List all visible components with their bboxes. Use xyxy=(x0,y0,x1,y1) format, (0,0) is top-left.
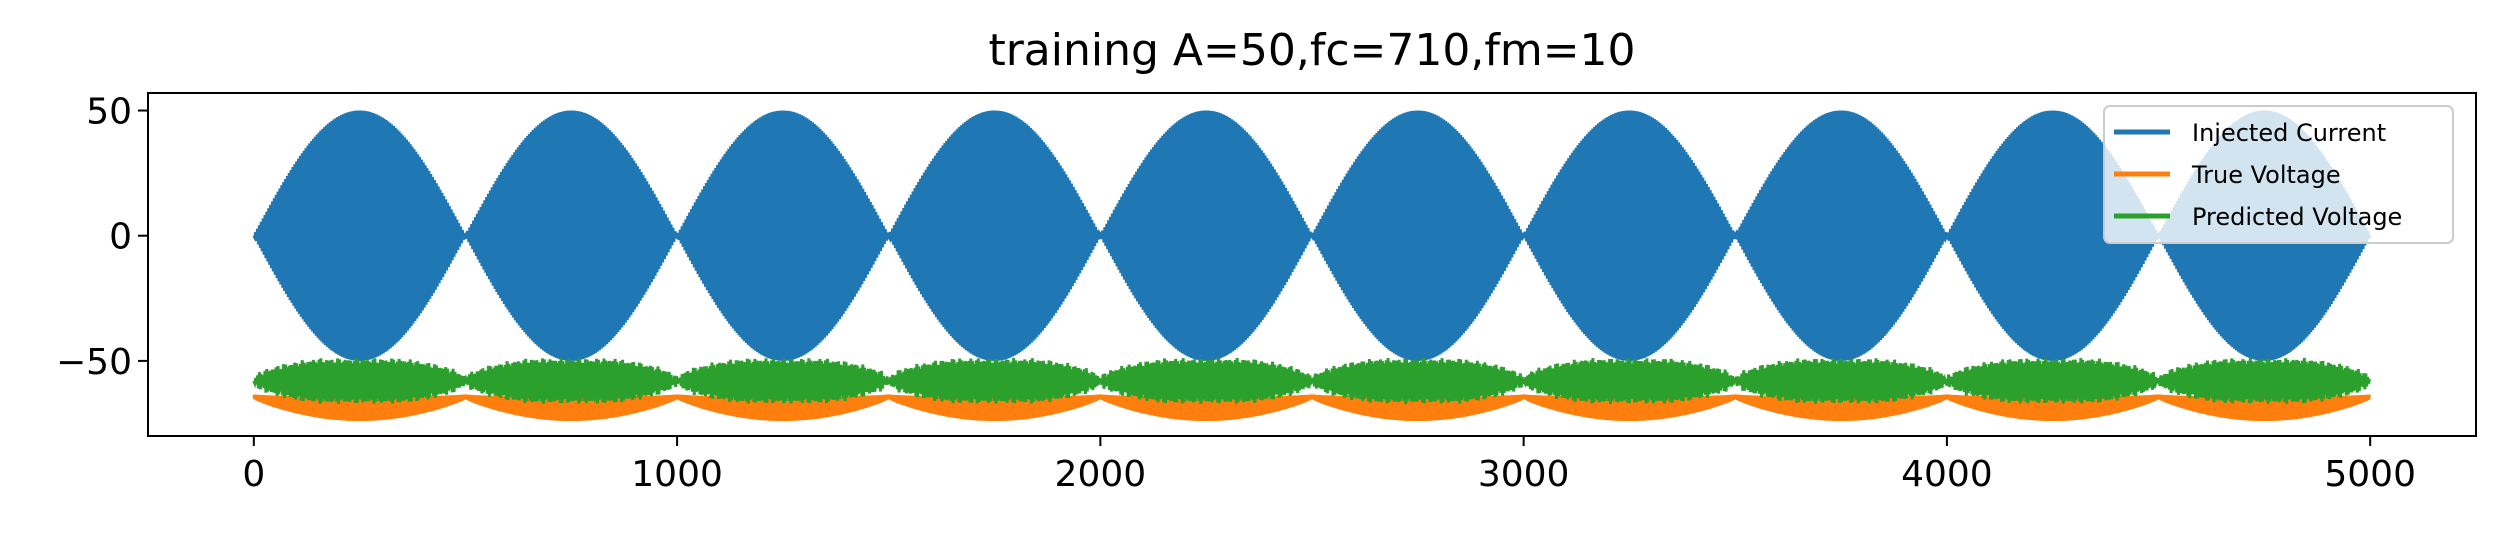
x-tick-label: 3000 xyxy=(1478,454,1570,495)
series-predicted-voltage xyxy=(252,357,2371,404)
x-tick-label: 0 xyxy=(242,454,265,495)
legend-label: Injected Current xyxy=(2192,119,2386,147)
y-tick-label: 0 xyxy=(109,217,132,258)
plot-frame xyxy=(147,92,2477,437)
legend: Injected Current True Voltage Predicted Vo… xyxy=(2103,105,2454,244)
y-tick-label: −50 xyxy=(56,342,132,383)
x-tick-label: 4000 xyxy=(1901,454,1993,495)
x-tick-label: 5000 xyxy=(2324,454,2416,495)
series-injected-current xyxy=(252,110,2371,361)
chart-title: training A=50,fc=710,fm=10 xyxy=(988,25,1635,76)
legend-label: True Voltage xyxy=(2191,161,2341,189)
y-tick-label: 50 xyxy=(86,92,132,133)
series-true-voltage xyxy=(252,394,2371,422)
y-axis: 50 0 −50 xyxy=(56,92,148,383)
x-axis: 0 1000 2000 3000 4000 5000 xyxy=(242,436,2416,495)
legend-box xyxy=(2103,105,2454,244)
x-tick-label: 2000 xyxy=(1055,454,1147,495)
legend-label: Predicted Voltage xyxy=(2192,203,2402,231)
x-tick-label: 1000 xyxy=(631,454,723,495)
